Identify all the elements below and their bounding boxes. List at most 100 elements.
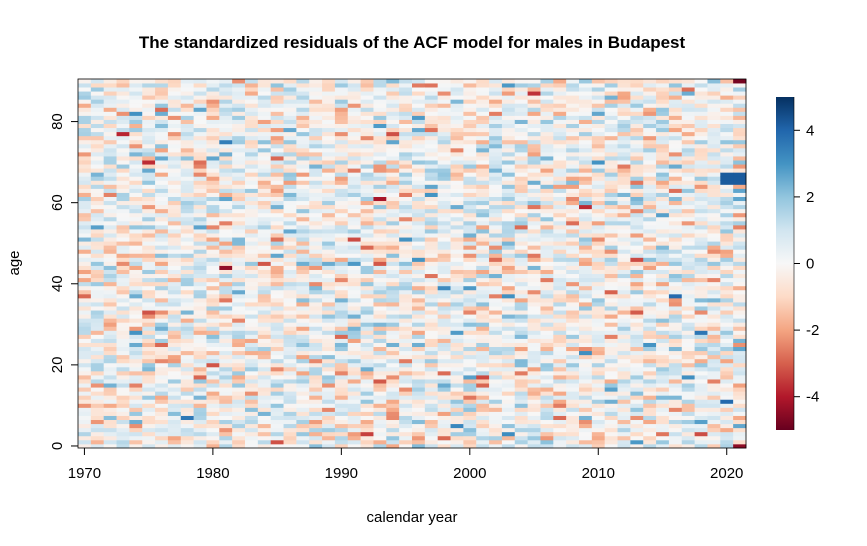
heatmap-cell: [438, 91, 451, 95]
heatmap-cell: [605, 395, 618, 399]
heatmap-cell: [245, 379, 258, 383]
heatmap-cell: [168, 379, 181, 383]
heatmap-cell: [605, 286, 618, 290]
heatmap-cell: [489, 115, 502, 119]
heatmap-cell: [245, 148, 258, 152]
heatmap-cell: [373, 253, 386, 257]
heatmap-cell: [284, 91, 297, 95]
heatmap-cell: [232, 387, 245, 391]
heatmap-cell: [117, 363, 130, 367]
heatmap-cell: [373, 164, 386, 168]
heatmap-cell: [335, 140, 348, 144]
heatmap-cell: [142, 168, 155, 172]
heatmap-cell: [206, 115, 219, 119]
heatmap-cell: [296, 432, 309, 436]
heatmap-cell: [412, 412, 425, 416]
heatmap-cell: [168, 399, 181, 403]
heatmap-cell: [476, 351, 489, 355]
heatmap-cell: [335, 128, 348, 132]
heatmap-cell: [142, 205, 155, 209]
heatmap-cell: [451, 379, 464, 383]
heatmap-cell: [669, 225, 682, 229]
heatmap-cell: [451, 205, 464, 209]
heatmap-cell: [117, 282, 130, 286]
heatmap-cell: [733, 197, 746, 201]
heatmap-cell: [463, 249, 476, 253]
heatmap-cell: [579, 412, 592, 416]
heatmap-cell: [168, 245, 181, 249]
heatmap-cell: [361, 172, 374, 176]
heatmap-cell: [245, 270, 258, 274]
heatmap-cell: [630, 375, 643, 379]
heatmap-cell: [155, 310, 168, 314]
heatmap-cell: [168, 343, 181, 347]
heatmap-cell: [425, 128, 438, 132]
heatmap-cell: [194, 334, 207, 338]
heatmap-cell: [643, 395, 656, 399]
heatmap-cell: [733, 436, 746, 440]
heatmap-cell: [296, 282, 309, 286]
heatmap-cell: [463, 144, 476, 148]
heatmap-cell: [502, 367, 515, 371]
heatmap-cell: [361, 107, 374, 111]
heatmap-cell: [528, 245, 541, 249]
heatmap-cell: [206, 83, 219, 87]
heatmap-cell: [630, 172, 643, 176]
heatmap-cell: [284, 172, 297, 176]
heatmap-cell: [206, 229, 219, 233]
heatmap-cell: [181, 363, 194, 367]
heatmap-cell: [194, 403, 207, 407]
heatmap-cell: [348, 407, 361, 411]
heatmap-cell: [296, 95, 309, 99]
heatmap-cell: [451, 432, 464, 436]
heatmap-cell: [463, 229, 476, 233]
heatmap-cell: [682, 403, 695, 407]
heatmap-cell: [348, 286, 361, 290]
heatmap-cell: [181, 152, 194, 156]
heatmap-cell: [630, 399, 643, 403]
heatmap-cell: [296, 412, 309, 416]
heatmap-cell: [451, 115, 464, 119]
heatmap-cell: [335, 225, 348, 229]
heatmap-cell: [425, 371, 438, 375]
heatmap-cell: [155, 95, 168, 99]
heatmap-cell: [502, 298, 515, 302]
heatmap-cell: [117, 383, 130, 387]
heatmap-cell: [515, 205, 528, 209]
heatmap-cell: [284, 124, 297, 128]
heatmap-cell: [438, 245, 451, 249]
heatmap-cell: [271, 278, 284, 282]
heatmap-cell: [566, 379, 579, 383]
heatmap-cell: [399, 233, 412, 237]
heatmap-cell: [373, 375, 386, 379]
heatmap-cell: [206, 399, 219, 403]
heatmap-cell: [643, 184, 656, 188]
heatmap-cell: [412, 339, 425, 343]
heatmap-cell: [669, 111, 682, 115]
heatmap-cell: [682, 140, 695, 144]
heatmap-cell: [592, 103, 605, 107]
heatmap-cell: [373, 407, 386, 411]
heatmap-cell: [181, 188, 194, 192]
heatmap-cell: [194, 221, 207, 225]
heatmap-cell: [142, 436, 155, 440]
heatmap-cell: [489, 91, 502, 95]
heatmap-cell: [720, 184, 733, 188]
heatmap-cell: [476, 87, 489, 91]
heatmap-cell: [476, 124, 489, 128]
heatmap-cell: [528, 136, 541, 140]
heatmap-cell: [592, 334, 605, 338]
heatmap-cell: [181, 229, 194, 233]
heatmap-cell: [682, 120, 695, 124]
heatmap-cell: [476, 330, 489, 334]
heatmap-cell: [91, 233, 104, 237]
heatmap-cell: [566, 221, 579, 225]
heatmap-cell: [271, 432, 284, 436]
heatmap-cell: [386, 266, 399, 270]
heatmap-cell: [78, 359, 91, 363]
heatmap-cell: [219, 144, 232, 148]
heatmap-cell: [618, 249, 631, 253]
heatmap-cell: [438, 424, 451, 428]
heatmap-cell: [129, 103, 142, 107]
heatmap-cell: [592, 249, 605, 253]
